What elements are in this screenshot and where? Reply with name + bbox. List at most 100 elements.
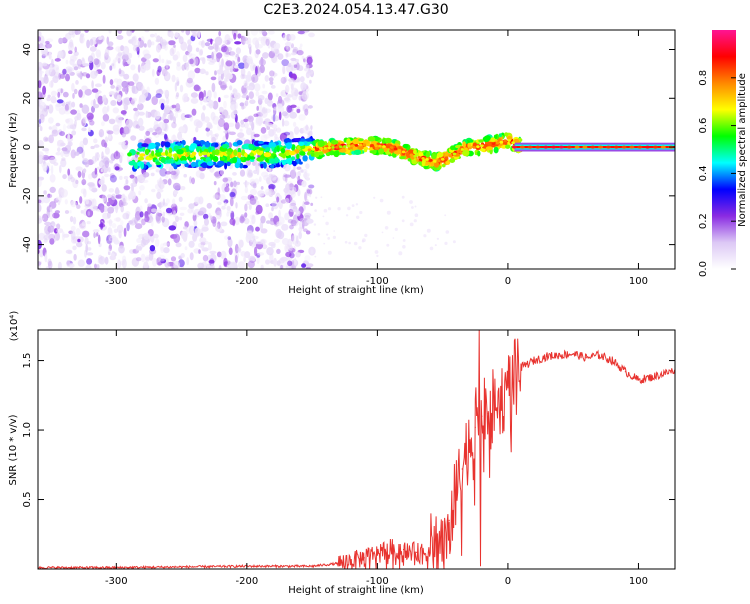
ridge-peak [448, 154, 453, 158]
noise-blob [192, 211, 197, 216]
noise-blob [303, 57, 308, 66]
noise-blob [97, 234, 101, 245]
noise-blob [305, 64, 310, 69]
noise-blob [218, 118, 225, 128]
snr-y-label: SNR (10 * v/v) [8, 414, 19, 485]
noise-blob [79, 103, 83, 108]
noise-blob [85, 199, 90, 205]
noise-blob [287, 62, 292, 68]
noise-blob [188, 240, 195, 248]
signal-blob [407, 149, 415, 156]
noise-blob [190, 97, 199, 104]
noise-blob [307, 105, 313, 109]
noise-blob [286, 105, 293, 113]
noise-blob [200, 232, 204, 238]
snr-point [442, 537, 444, 540]
signal-blob [236, 140, 243, 146]
noise-blob [154, 110, 161, 120]
noise-blob [222, 177, 229, 183]
noise-blob [115, 150, 119, 157]
noise-blob [281, 238, 290, 245]
noise-blob [230, 181, 234, 188]
signal-blob [177, 142, 182, 146]
noise-blob [260, 186, 264, 190]
signal-blob [298, 161, 303, 165]
noise-blob [282, 34, 288, 41]
signal-blob [305, 138, 313, 142]
noise-blob [200, 244, 205, 249]
signal-blob [204, 141, 210, 148]
noise-blob [268, 212, 273, 220]
noise-blob [58, 37, 63, 45]
noise-blob [281, 138, 285, 148]
ridge-peak [472, 145, 476, 149]
noise-blob [101, 121, 105, 127]
noise-blob [179, 206, 187, 211]
noise-blob [65, 66, 73, 73]
noise-blob [184, 221, 189, 228]
signal-blob [285, 151, 290, 156]
noise-blob [109, 65, 113, 71]
noise-blob [85, 264, 92, 269]
signal-blob [346, 138, 351, 145]
signal-blob [227, 151, 231, 157]
signal-blob [283, 145, 287, 149]
noise-blob [275, 127, 282, 133]
noise-blob [56, 228, 64, 234]
noise-dot [345, 214, 349, 217]
noise-blob [244, 122, 249, 129]
noise-blob [143, 53, 152, 60]
noise-blob [244, 212, 248, 218]
noise-blob [72, 245, 77, 251]
noise-blob [108, 30, 112, 34]
noise-blob [209, 130, 213, 136]
noise-blob [138, 246, 143, 251]
noise-blob [86, 221, 91, 225]
noise-blob [118, 230, 122, 239]
carrier-peak [613, 145, 619, 149]
noise-blob [130, 190, 136, 200]
noise-blob [213, 171, 221, 177]
noise-blob [276, 260, 281, 266]
signal-blob [357, 144, 364, 150]
colorbar-tick-label: 0.6 [698, 118, 709, 134]
signal-blob [167, 159, 172, 164]
noise-blob [170, 31, 174, 39]
noise-blob [296, 235, 299, 244]
signal-blob [367, 136, 376, 142]
signal-blob [280, 148, 286, 154]
carrier-peak [574, 145, 580, 149]
noise-blob [39, 126, 43, 132]
noise-blob [167, 178, 172, 186]
noise-blob [216, 251, 222, 258]
noise-blob [206, 131, 210, 137]
noise-blob [150, 41, 155, 46]
noise-blob [199, 207, 207, 215]
signal-blob [276, 145, 280, 153]
snr-point [546, 355, 548, 357]
noise-blob [64, 104, 70, 112]
noise-blob [287, 260, 293, 267]
carrier-peak [598, 145, 604, 149]
signal-blob [139, 153, 146, 157]
noise-blob [111, 193, 117, 201]
noise-blob [164, 171, 172, 175]
noise-blob [235, 202, 238, 209]
noise-dot [434, 244, 437, 247]
noise-blob [61, 231, 65, 241]
noise-blob [301, 55, 305, 60]
noise-blob [145, 110, 149, 118]
noise-blob [101, 184, 107, 192]
noise-blob [303, 104, 309, 113]
noise-blob [38, 123, 41, 128]
noise-blob [74, 119, 77, 127]
noise-blob [211, 136, 217, 144]
ridge-peak [397, 149, 402, 152]
noise-blob [212, 100, 219, 110]
noise-blob [159, 168, 167, 177]
noise-blob [71, 124, 77, 130]
noise-dot [384, 226, 389, 230]
noise-blob [224, 202, 227, 207]
noise-blob [206, 202, 212, 209]
noise-blob [204, 261, 208, 268]
